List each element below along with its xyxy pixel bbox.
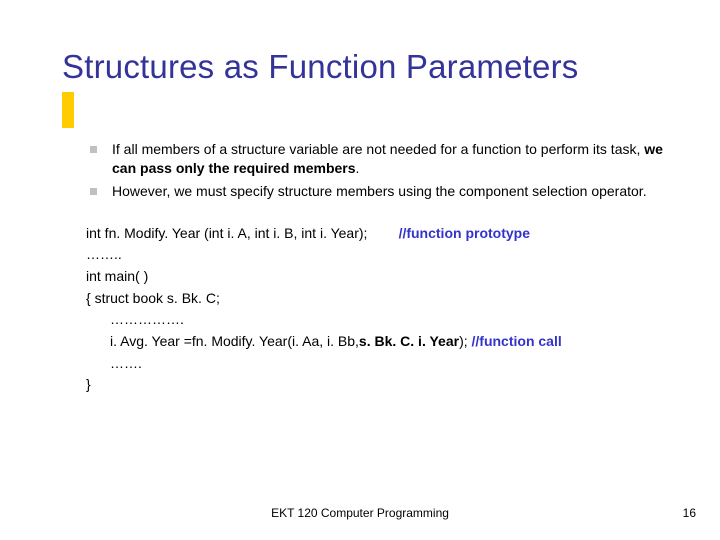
code-text: ……………. [86, 309, 184, 331]
code-block: int fn. Modify. Year (int i. A, int i. B… [86, 223, 670, 397]
slide-title: Structures as Function Parameters [62, 48, 700, 86]
bullet-text-pre: However, we must specify structure membe… [112, 183, 647, 199]
code-line: …….. [86, 244, 670, 266]
title-accent-bar [62, 92, 74, 128]
code-line: i. Avg. Year =fn. Modify. Year(i. Aa, i.… [86, 331, 670, 353]
code-line: } [86, 374, 670, 396]
bullet-square-icon [90, 146, 97, 153]
code-text: ……. [86, 353, 142, 375]
code-text: int fn. Modify. Year (int i. A, int i. B… [86, 225, 367, 241]
code-comment: //function call [472, 333, 562, 349]
bullet-item: If all members of a structure variable a… [86, 140, 670, 178]
code-line: ……. [86, 353, 670, 375]
code-line: int fn. Modify. Year (int i. A, int i. B… [86, 223, 670, 245]
code-line: ……………. [86, 309, 670, 331]
code-bold: s. Bk. C. i. Year [359, 333, 459, 349]
title-region: Structures as Function Parameters [62, 48, 700, 86]
content-region: If all members of a structure variable a… [86, 140, 670, 396]
code-line: int main( ) [86, 266, 670, 288]
bullet-item: However, we must specify structure membe… [86, 182, 670, 201]
footer-text: EKT 120 Computer Programming [0, 506, 720, 520]
code-line: { struct book s. Bk. C; [86, 288, 670, 310]
code-text: i. Avg. Year =fn. Modify. Year(i. Aa, i.… [86, 331, 359, 353]
code-text: ); [459, 333, 471, 349]
bullet-list: If all members of a structure variable a… [86, 140, 670, 201]
bullet-square-icon [90, 188, 97, 195]
bullet-text-pre: If all members of a structure variable a… [112, 141, 644, 157]
code-comment: //function prototype [399, 225, 530, 241]
bullet-text-post: . [356, 160, 360, 176]
page-number: 16 [683, 506, 696, 520]
code-gap [367, 225, 398, 241]
slide: Structures as Function Parameters If all… [0, 0, 720, 540]
